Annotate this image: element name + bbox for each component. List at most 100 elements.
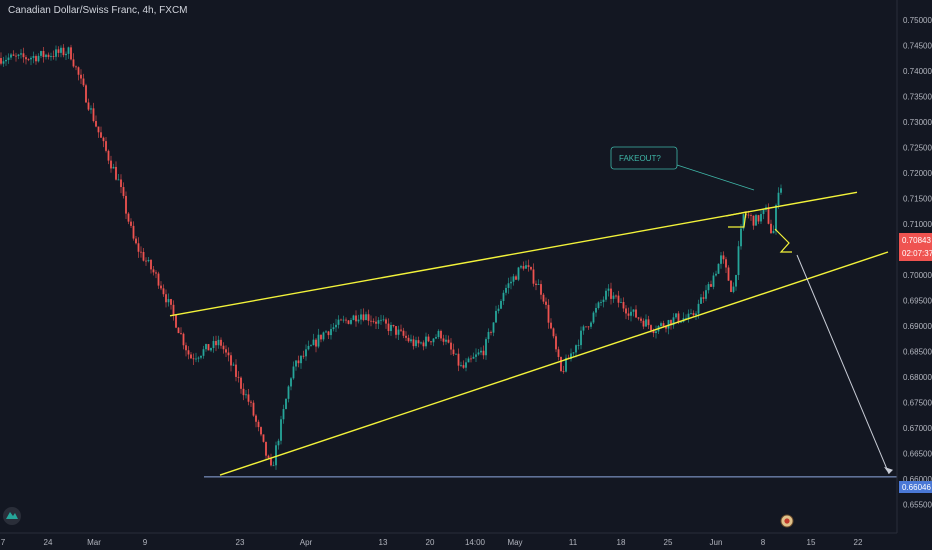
candle-body xyxy=(345,319,347,321)
candle-body xyxy=(590,322,592,327)
candle-body xyxy=(740,228,742,247)
candle-body xyxy=(605,290,607,300)
candle-body xyxy=(222,345,225,350)
breakdown-marker[interactable] xyxy=(774,228,792,253)
candle-body xyxy=(272,465,275,467)
candle-body xyxy=(777,192,780,206)
candle-body xyxy=(145,260,147,262)
candle-body xyxy=(367,314,370,321)
candle-body xyxy=(257,421,260,428)
candle-body xyxy=(465,362,467,368)
candle-body xyxy=(357,319,360,322)
candle-body xyxy=(370,320,372,322)
candle-body xyxy=(287,386,290,399)
candle-body xyxy=(175,315,177,328)
candle-body xyxy=(577,345,580,346)
time-tick-label: Jun xyxy=(710,538,723,547)
candle-body xyxy=(260,427,262,435)
candle-body xyxy=(695,313,697,316)
candle-body xyxy=(192,358,195,360)
candle-body xyxy=(772,231,775,234)
candle-body xyxy=(710,284,712,287)
candle-body xyxy=(327,331,330,336)
candle-body xyxy=(240,377,242,389)
candle-body xyxy=(685,318,687,319)
time-tick-label: 13 xyxy=(379,538,388,547)
projection-arrow[interactable] xyxy=(796,254,890,475)
event-marker-icon[interactable] xyxy=(780,514,794,528)
candle-body xyxy=(622,301,625,309)
candle-body xyxy=(447,339,450,343)
candle-body xyxy=(270,457,272,466)
candle-body xyxy=(762,209,765,215)
candle-body xyxy=(392,324,395,327)
price-tick-label: 0.69000 xyxy=(903,322,932,331)
candle-body xyxy=(2,61,5,64)
price-tick-label: 0.72000 xyxy=(903,169,932,178)
candle-body xyxy=(67,47,70,54)
candle-body xyxy=(760,214,762,222)
tradingview-logo-icon[interactable] xyxy=(3,507,21,525)
candle-body xyxy=(395,326,397,335)
price-tick-label: 0.72500 xyxy=(903,143,932,152)
candle-body xyxy=(380,319,382,321)
candle-body xyxy=(142,251,145,261)
countdown-label: 02:07:37 xyxy=(902,249,932,258)
candle-body xyxy=(422,342,425,347)
candle-body xyxy=(225,349,227,353)
candle-body xyxy=(155,272,157,274)
candle-body xyxy=(442,338,445,342)
candle-body xyxy=(20,53,22,55)
candle-body xyxy=(595,307,597,313)
candle-body xyxy=(425,336,427,347)
candle-body xyxy=(542,294,545,302)
candle-body xyxy=(727,267,730,281)
candle-body xyxy=(220,339,222,346)
candle-body xyxy=(355,315,357,322)
projection-arrowhead xyxy=(884,466,893,474)
candle-body xyxy=(522,266,525,269)
time-tick-label: Apr xyxy=(300,538,313,547)
fakeout-note[interactable]: FAKEOUT? xyxy=(610,146,755,191)
candle-body xyxy=(687,313,690,319)
candle-body xyxy=(715,273,717,276)
candle-body xyxy=(285,398,287,410)
candle-body xyxy=(362,314,365,321)
candle-body xyxy=(592,312,595,323)
candle-body xyxy=(597,302,600,308)
candle-body xyxy=(195,358,197,360)
candle-body xyxy=(315,339,317,347)
candle-body xyxy=(455,353,457,355)
candle-body xyxy=(557,349,560,358)
candle-body xyxy=(55,49,57,57)
candle-body xyxy=(245,394,247,396)
candle-body xyxy=(552,328,555,337)
candle-body xyxy=(107,150,110,161)
candle-body xyxy=(502,292,505,301)
candle-body xyxy=(720,255,722,264)
target-price-label: 0.66046 xyxy=(902,483,931,492)
candle-body xyxy=(560,357,562,372)
candle-body xyxy=(252,402,255,416)
time-axis[interactable]: 7 24 Mar 9 23 Apr 13 20 14:00 May 11 18 25 Jun 8 15 22 xyxy=(1,538,863,547)
consolidation-box[interactable] xyxy=(725,211,747,228)
candle-body xyxy=(152,269,155,273)
candle-body xyxy=(122,187,125,196)
candle-body xyxy=(585,326,587,328)
candle-body xyxy=(80,74,82,79)
candle-body xyxy=(477,352,480,355)
time-tick-label: 7 xyxy=(1,538,6,547)
candle-body xyxy=(185,345,187,351)
candle-body xyxy=(460,365,462,366)
time-tick-label: 25 xyxy=(664,538,673,547)
candle-body xyxy=(250,401,252,403)
lower-trendline[interactable] xyxy=(219,251,889,476)
candle-body xyxy=(375,321,377,324)
candle-body xyxy=(497,308,500,311)
candle-body xyxy=(570,353,572,359)
candle-body xyxy=(725,259,727,268)
candle-body xyxy=(190,354,192,359)
candle-body xyxy=(215,341,217,346)
candle-body xyxy=(162,288,165,295)
